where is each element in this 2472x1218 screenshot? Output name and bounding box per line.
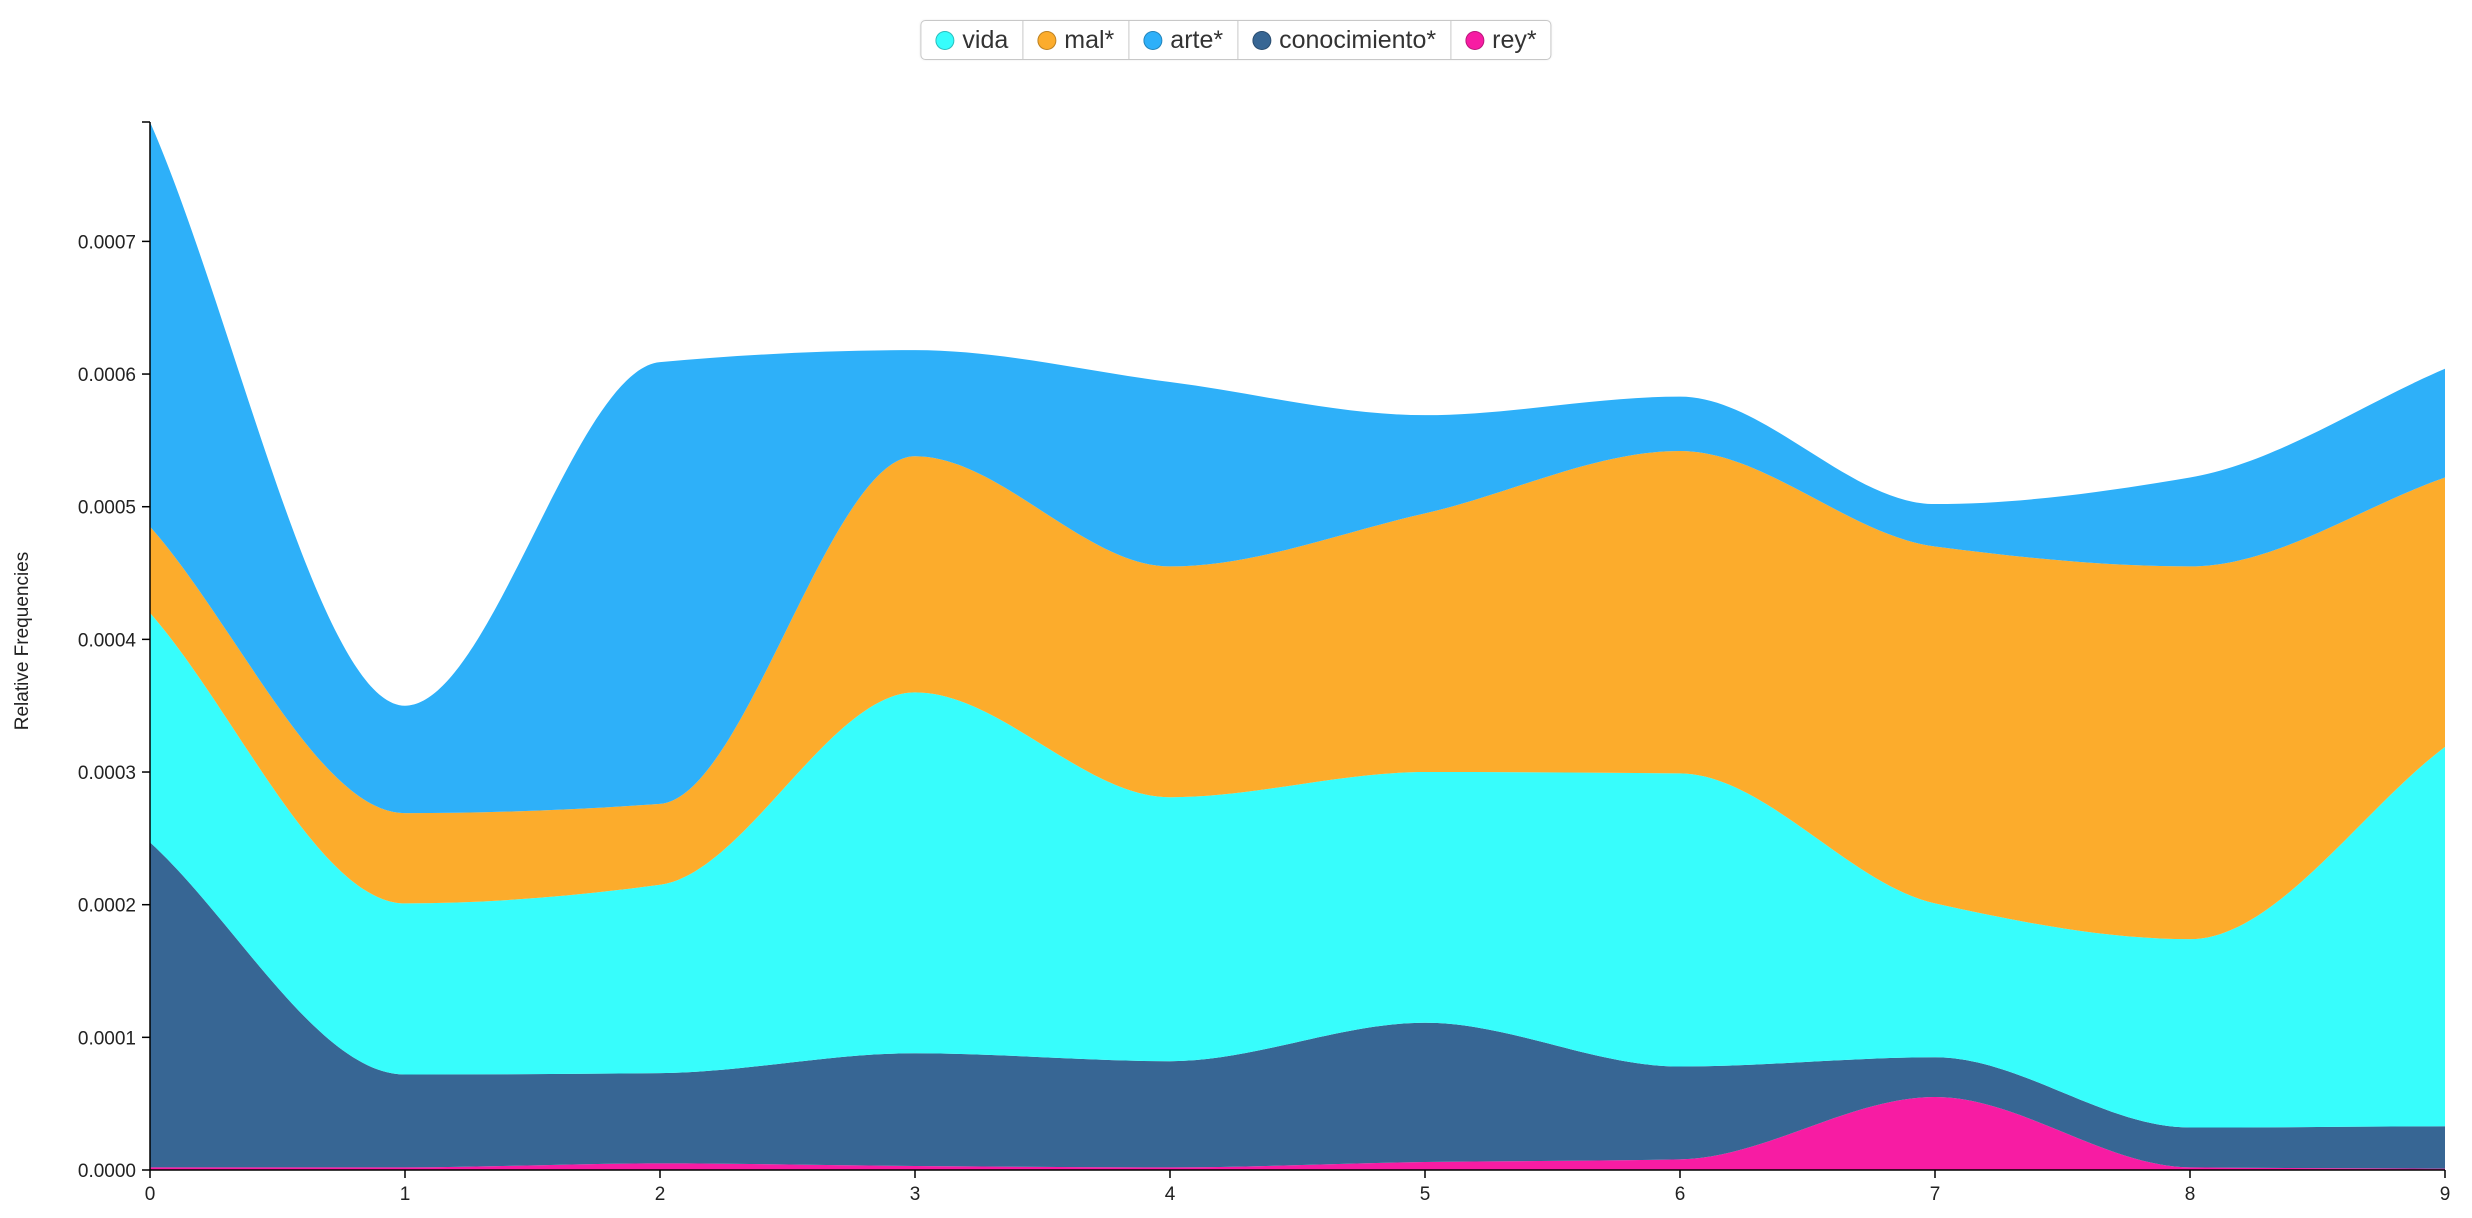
legend-label-rey: rey* [1492,25,1537,54]
y-axis-title: Relative Frequencies [12,552,33,730]
y-tick-label: 0.0007 [78,232,136,253]
legend-item-mal[interactable]: mal* [1023,21,1130,59]
legend-swatch-vida [935,30,955,50]
y-tick-label: 0.0000 [78,1161,136,1182]
x-tick-label: 4 [1165,1184,1176,1205]
y-tick-label: 0.0006 [78,365,136,386]
area-arte[interactable] [150,122,2445,814]
legend-swatch-rey [1465,30,1485,50]
y-tick-label: 0.0005 [78,498,136,519]
y-tick-label: 0.0002 [78,896,136,917]
legend-swatch-conocimiento [1252,30,1272,50]
x-tick-label: 0 [145,1184,156,1205]
x-tick-label: 6 [1675,1184,1686,1205]
legend-swatch-arte [1143,30,1163,50]
x-tick-label: 5 [1420,1184,1431,1205]
legend-item-arte[interactable]: arte* [1129,21,1239,59]
legend-item-vida[interactable]: vida [921,21,1024,59]
y-tick-label: 0.0004 [78,630,137,651]
legend-label-conocimiento: conocimiento* [1279,25,1437,54]
legend-label-arte: arte* [1170,25,1224,54]
y-axis: 0.0000 0.0001 0.0002 0.0003 0.0004 0.0005 0.00… [78,121,151,1182]
x-tick-label: 3 [910,1184,921,1205]
x-axis: 0 1 2 3 4 5 6 7 8 9 [145,1169,2451,1205]
area-vida[interactable] [150,612,2445,1128]
x-tick-label: 7 [1930,1184,1941,1205]
area-conocimiento[interactable] [150,842,2445,1169]
legend-label-mal: mal* [1064,25,1115,54]
x-tick-label: 9 [2440,1184,2451,1205]
x-tick-label: 1 [400,1184,411,1205]
area-layers [150,122,2445,1170]
chart-legend: vida mal* arte* conocimiento* rey* [920,20,1552,60]
x-tick-label: 8 [2185,1184,2196,1205]
legend-item-conocimiento[interactable]: conocimiento* [1238,21,1452,59]
legend-item-rey[interactable]: rey* [1451,21,1550,59]
y-tick-label: 0.0003 [78,763,136,784]
legend-swatch-mal [1037,30,1057,50]
area-mal[interactable] [150,450,2445,940]
y-tick-label: 0.0001 [78,1028,136,1049]
x-tick-label: 2 [655,1184,666,1205]
legend-label-vida: vida [962,25,1009,54]
area-rey[interactable] [150,1097,2445,1170]
